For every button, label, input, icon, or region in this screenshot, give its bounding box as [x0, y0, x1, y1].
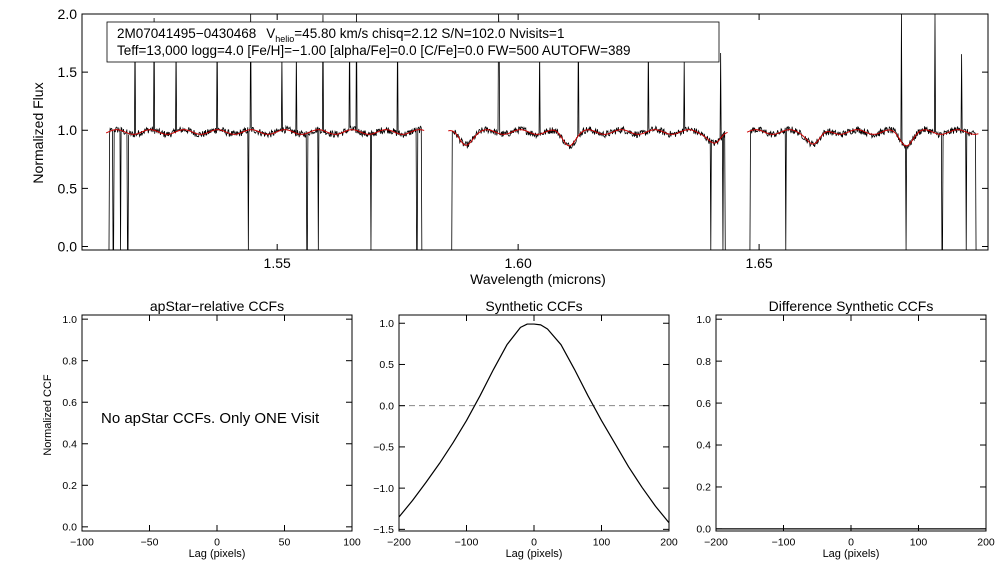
apstar-ccf-x-tick-label: 50	[279, 537, 291, 549]
synthetic-ccf-x-tick-label: −100	[455, 537, 479, 549]
synthetic-ccf-y-tick-label: 0.5	[379, 359, 394, 371]
synthetic-ccf-line	[398, 323, 670, 524]
difference-ccf-x-tick-label: 200	[977, 537, 995, 549]
synthetic-ccf-y-tick-label: −1.0	[373, 483, 394, 495]
apstar-ccf-message: No apStar CCFs. Only ONE Visit	[101, 410, 320, 427]
synthetic-ccf-y-tick-label: 0.0	[379, 400, 394, 412]
apstar-ccf-y-tick-label: 0.0	[62, 522, 77, 534]
apstar-ccf-y-tick-label: 0.6	[62, 397, 77, 409]
synthetic-model-line-chip-1	[105, 129, 425, 135]
synthetic-model-line-chip-3	[746, 129, 979, 147]
spectrum-y-tick-label: 2.0	[58, 6, 78, 22]
synthetic-ccf-axes: −200 −100 0 100 200 −1.5 −1.0 −0.5 0.0 0.5 1.0	[373, 315, 678, 549]
apstar-ccf-x-tick-label: 0	[214, 537, 220, 549]
apstar-ccf-panel: apStar−relative CCFs −100 −50 0 50 100 0.0 0.2…	[42, 298, 361, 560]
spectrum-info-line2: Teff=13,000 logg=4.0 [Fe/H]=−1.00 [alpha…	[117, 43, 631, 58]
observed-spectrum-line-chip-3	[747, 13, 979, 251]
spectrum-y-tick-label: 1.0	[58, 122, 78, 138]
difference-ccf-plot-frame	[715, 314, 987, 532]
synthetic-model-line-chip-2	[448, 129, 728, 147]
difference-ccf-panel: Difference Synthetic CCFs −200 −100 0 100 20…	[696, 298, 995, 560]
synthetic-ccf-x-tick-label: −200	[387, 537, 411, 549]
apstar-ccf-y-tick-label: 0.4	[62, 438, 77, 450]
observed-spectrum-line-chip-1	[106, 13, 425, 251]
apstar-ccf-y-tick-label: 1.0	[62, 314, 77, 326]
difference-ccf-title: Difference Synthetic CCFs	[769, 298, 934, 314]
difference-ccf-x-tick-label: 100	[910, 537, 928, 549]
spectrum-plot-frame	[81, 13, 989, 251]
apstar-ccf-title: apStar−relative CCFs	[150, 298, 284, 314]
difference-ccf-x-tick-label: −100	[772, 537, 796, 549]
spectrum-x-tick-label: 1.65	[745, 255, 772, 271]
synthetic-ccf-x-tick-label: 0	[531, 537, 537, 549]
synthetic-ccf-data	[398, 323, 670, 524]
spectrum-data	[105, 13, 979, 251]
spectrum-axes: 1.55 1.60 1.65 0.0 0.5 1.0 1.5 2.0	[58, 6, 988, 271]
synthetic-ccf-x-label: Lag (pixels)	[506, 548, 563, 560]
difference-ccf-y-tick-label: 0.0	[696, 524, 711, 536]
spectrum-info-box	[106, 21, 720, 63]
difference-ccf-y-tick-label: 1.0	[696, 314, 711, 326]
difference-ccf-x-tick-label: 0	[848, 537, 854, 549]
spectrum-x-label: Wavelength (microns)	[470, 271, 606, 287]
difference-ccf-y-tick-label: 0.6	[696, 398, 711, 410]
difference-ccf-y-tick-label: 0.2	[696, 482, 711, 494]
apstar-ccf-x-label: Lag (pixels)	[189, 548, 246, 560]
apstar-ccf-y-tick-label: 0.8	[62, 355, 77, 367]
spectrum-y-label: Normalized Flux	[30, 82, 46, 183]
apstar-ccf-y-label: Normalized CCF	[42, 374, 54, 456]
apstar-ccf-x-tick-label: −100	[70, 537, 94, 549]
apstar-ccf-y-tick-label: 0.2	[62, 480, 77, 492]
synthetic-ccf-y-tick-label: −0.5	[373, 442, 394, 454]
synthetic-ccf-y-tick-label: −1.5	[373, 524, 394, 536]
synthetic-ccf-x-tick-label: 100	[593, 537, 611, 549]
difference-ccf-axes: −200 −100 0 100 200 0.0 0.2 0.4 0.6 0.8 1.0	[696, 314, 995, 549]
spectrum-x-tick-label: 1.60	[505, 255, 532, 271]
apstar-ccf-x-tick-label: 100	[343, 537, 361, 549]
difference-ccf-x-tick-label: −200	[704, 537, 728, 549]
synthetic-ccf-plot-frame	[398, 314, 670, 532]
apstar-ccf-x-tick-label: −50	[141, 537, 159, 549]
synthetic-ccf-panel: Synthetic CCFs −200 −100 0 100 200 −1.5 −1.0 −0…	[373, 298, 678, 560]
synthetic-ccf-y-tick-label: 1.0	[379, 318, 394, 330]
spectrum-y-tick-label: 0.5	[58, 180, 78, 196]
synthetic-ccf-title: Synthetic CCFs	[485, 298, 582, 314]
difference-ccf-x-label: Lag (pixels)	[823, 548, 880, 560]
spectrum-y-tick-label: 0.0	[58, 238, 78, 254]
spectrum-y-tick-label: 1.5	[58, 64, 78, 80]
difference-ccf-y-tick-label: 0.8	[696, 356, 711, 368]
spectrum-x-tick-label: 1.55	[264, 255, 291, 271]
spectrum-panel: 1.55 1.60 1.65 0.0 0.5 1.0 1.5 2.0 2M07041495−0…	[30, 6, 989, 287]
apstar-ccf-axes: −100 −50 0 50 100 0.0 0.2 0.4 0.6 0.8 1.0	[62, 314, 361, 549]
spectrum-info-line1: 2M07041495−0430468 Vhelio=45.80 km/s chis…	[117, 26, 564, 44]
difference-ccf-y-tick-label: 0.4	[696, 440, 711, 452]
synthetic-ccf-x-tick-label: 200	[660, 537, 678, 549]
